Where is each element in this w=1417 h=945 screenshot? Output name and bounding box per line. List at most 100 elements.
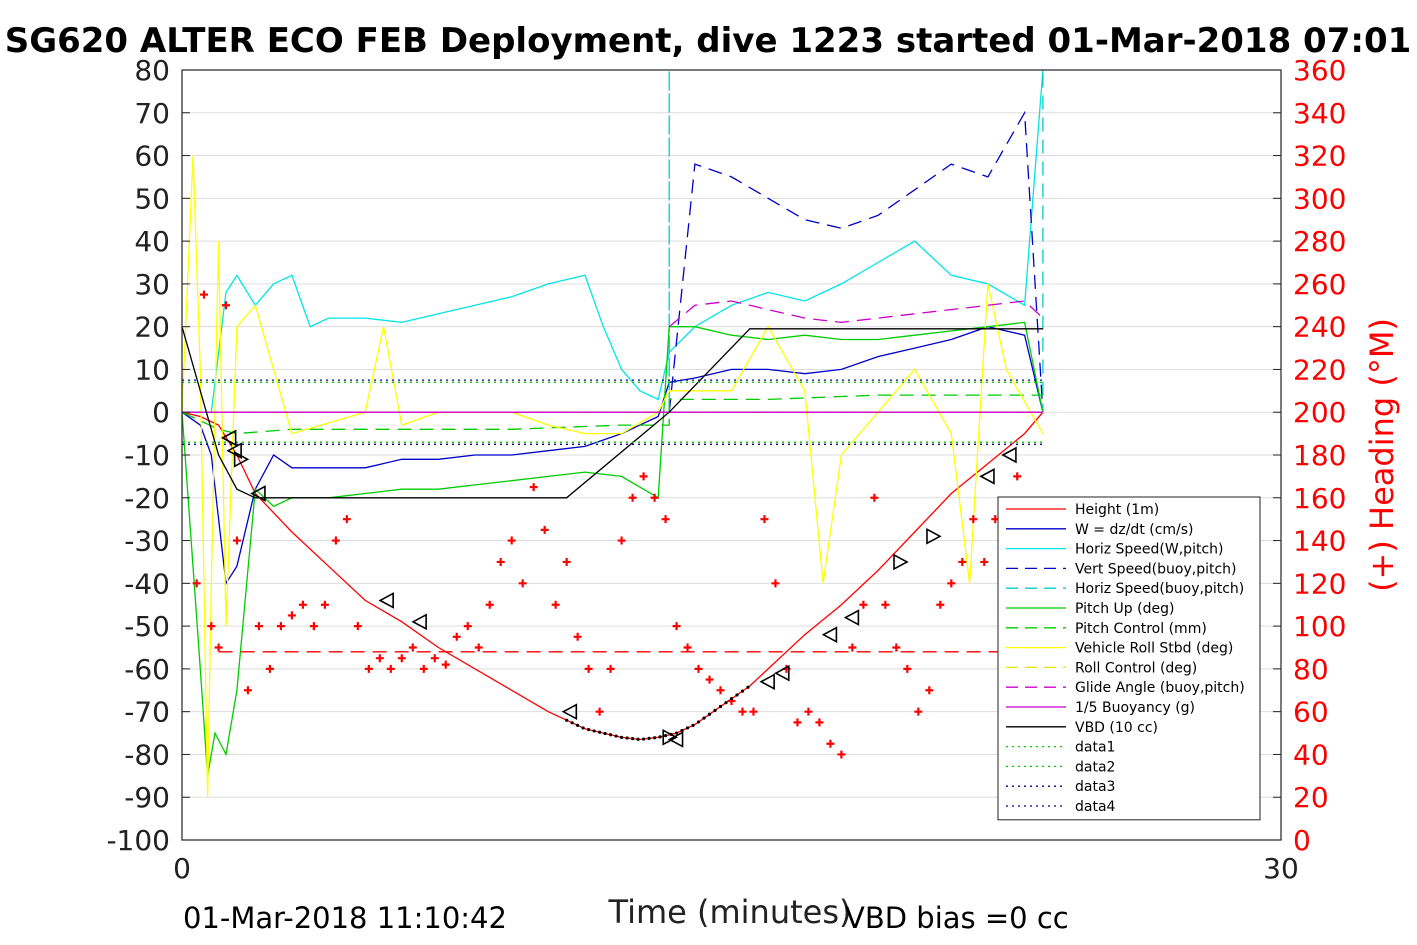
heading-point bbox=[364, 664, 373, 673]
legend-label: Roll Control (deg) bbox=[1075, 660, 1197, 676]
y2-tick-label: 240 bbox=[1293, 311, 1346, 344]
sample-dot bbox=[674, 731, 679, 735]
series-line bbox=[181, 394, 1043, 435]
sample-dot bbox=[576, 723, 580, 727]
series-line bbox=[181, 321, 1044, 776]
y2-axis-label: (+) Heading (°M) bbox=[1363, 318, 1401, 592]
legend-label: Pitch Up (deg) bbox=[1075, 601, 1174, 617]
heading-point bbox=[672, 622, 681, 631]
footer-timestamp: 01-Mar-2018 11:10:42 bbox=[183, 901, 507, 935]
heading-point bbox=[573, 632, 582, 641]
triangle-marker bbox=[233, 450, 250, 468]
sample-dot bbox=[592, 729, 596, 733]
heading-point bbox=[331, 536, 340, 545]
sample-dot bbox=[663, 734, 668, 738]
marker-layer bbox=[220, 429, 1017, 748]
heading-point bbox=[463, 622, 472, 631]
sample-dot bbox=[641, 737, 646, 741]
legend-label: data1 bbox=[1075, 740, 1115, 756]
heading-point bbox=[639, 472, 648, 481]
heading-point bbox=[408, 643, 417, 652]
triangle-marker bbox=[774, 664, 790, 682]
triangle-marker bbox=[926, 527, 942, 545]
y-tick-label: -30 bbox=[124, 525, 170, 558]
y2-tick-label: 120 bbox=[1293, 567, 1346, 600]
heading-point bbox=[947, 579, 956, 588]
x-tick-label: 0 bbox=[173, 852, 191, 885]
y-tick-label: -50 bbox=[124, 610, 170, 643]
heading-point bbox=[265, 664, 274, 673]
heading-point bbox=[749, 707, 758, 716]
heading-point bbox=[419, 664, 428, 673]
sample-dot bbox=[740, 689, 745, 693]
heading-point bbox=[617, 536, 626, 545]
legend-label: Vehicle Roll Stbd (deg) bbox=[1075, 641, 1233, 657]
heading-point bbox=[815, 718, 824, 727]
series-line bbox=[668, 300, 1044, 328]
legend-box bbox=[997, 496, 1261, 821]
heading-point bbox=[980, 557, 989, 566]
series-layer bbox=[181, 69, 1044, 798]
sample-dot bbox=[685, 726, 690, 730]
series-line bbox=[668, 110, 1044, 413]
y2-tick-label: 140 bbox=[1293, 525, 1346, 558]
y2-tick-label: 60 bbox=[1293, 696, 1329, 729]
y2-tick-label: 40 bbox=[1293, 738, 1329, 771]
heading-point bbox=[606, 664, 615, 673]
triangle-marker bbox=[411, 613, 427, 631]
y2-tick-label: 80 bbox=[1293, 653, 1329, 686]
triangle-marker bbox=[561, 703, 578, 721]
sample-dot bbox=[718, 704, 723, 709]
heading-point bbox=[342, 515, 351, 524]
heading-point bbox=[276, 622, 285, 631]
sample-dot bbox=[581, 726, 585, 730]
triangle-marker bbox=[220, 429, 237, 447]
heading-point bbox=[958, 557, 967, 566]
heading-point bbox=[705, 675, 714, 684]
heading-point bbox=[661, 515, 670, 524]
footer-vbd-bias: VBD bias =0 cc bbox=[845, 901, 1069, 935]
heading-point bbox=[207, 622, 216, 631]
y-tick-label: 10 bbox=[134, 353, 170, 386]
heading-point bbox=[221, 301, 230, 310]
heading-point bbox=[309, 622, 318, 631]
heading-point bbox=[584, 664, 593, 673]
series-line bbox=[181, 326, 1043, 499]
heading-point bbox=[474, 643, 483, 652]
series-line bbox=[182, 69, 1044, 413]
heading-point bbox=[771, 579, 780, 588]
heading-point bbox=[540, 525, 549, 534]
sample-dot bbox=[630, 737, 635, 741]
sample-dot bbox=[658, 735, 662, 739]
heading-point bbox=[969, 515, 978, 524]
y2-tick-label: 180 bbox=[1293, 439, 1346, 472]
series-line bbox=[181, 411, 1044, 741]
heading-point bbox=[595, 707, 604, 716]
heading-point bbox=[441, 660, 450, 669]
heading-point bbox=[826, 739, 835, 748]
heading-point bbox=[562, 557, 571, 566]
y-tick-label: 80 bbox=[134, 54, 170, 87]
sample-dot bbox=[647, 736, 651, 741]
y-tick-label: 40 bbox=[134, 225, 170, 258]
sample-dot bbox=[713, 708, 717, 712]
series-line bbox=[181, 155, 1044, 798]
y2-tick-label: 20 bbox=[1293, 781, 1329, 814]
sample-dot bbox=[691, 723, 695, 727]
triangle-marker bbox=[979, 468, 995, 485]
legend-label: Pitch Control (mm) bbox=[1075, 621, 1207, 637]
heading-point bbox=[936, 600, 945, 609]
triangle-marker bbox=[893, 553, 909, 571]
heading-point bbox=[760, 515, 769, 524]
triangle-marker bbox=[821, 626, 838, 644]
heading-point bbox=[716, 686, 725, 695]
sample-dot bbox=[587, 728, 591, 732]
legend-label: data2 bbox=[1075, 759, 1115, 775]
heading-point bbox=[738, 707, 747, 716]
y2-tick-label: 260 bbox=[1293, 268, 1346, 301]
series-line bbox=[181, 326, 1044, 586]
plot-title: SG620 ALTER ECO FEB Deployment, dive 122… bbox=[5, 21, 1412, 61]
y2-tick-label: 280 bbox=[1293, 225, 1346, 258]
heading-point bbox=[375, 654, 384, 663]
